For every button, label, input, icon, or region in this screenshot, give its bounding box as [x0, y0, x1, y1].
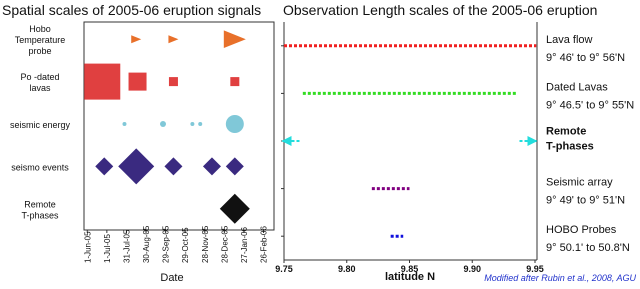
square-marker: [230, 77, 240, 87]
range-label: 9° 46.5' to 9° 55'N: [546, 99, 634, 111]
range-name: Seismic array: [546, 177, 613, 189]
x-tick-label: 9.95: [526, 264, 544, 274]
range-label: 9° 49' to 9° 51'N: [546, 195, 625, 207]
x-tick-label: 29-Oct-05: [181, 227, 190, 263]
triangle-marker: [131, 35, 142, 44]
x-tick-label: 27-Jan-06: [240, 226, 249, 263]
diamond-marker: [225, 157, 244, 176]
x-tick-label: 28-Nov-05: [201, 225, 210, 263]
x-tick-label: 9.75: [275, 264, 293, 274]
x-tick-label: 9.85: [401, 264, 419, 274]
range-name: Dated Lavas: [546, 81, 608, 93]
range-label: 9° 50.1' to 50.8'N: [546, 242, 630, 254]
circle-marker: [225, 115, 244, 133]
row-label: Po -dated lavas: [20, 72, 59, 93]
chart-title: Observation Length scales of the 2005-06…: [283, 2, 597, 18]
x-tick-label: 29-Sep-05: [162, 225, 171, 263]
circle-marker: [160, 121, 167, 127]
x-tick-label: 9.80: [338, 264, 356, 274]
range-name: Lava flow: [546, 34, 593, 46]
x-tick-label: 30-Aug-05: [142, 225, 151, 263]
x-tick-label: 1-Jul-05: [103, 234, 112, 263]
row-label: Remote T-phases: [21, 199, 59, 220]
x-axis-label: latitude N: [385, 271, 435, 283]
x-tick-label: 31-Jul-05: [122, 229, 131, 263]
circle-marker: [190, 122, 195, 126]
square-marker: [84, 63, 121, 100]
diamond-marker: [219, 193, 250, 224]
x-tick-label: 9.90: [463, 264, 481, 274]
circle-marker: [198, 122, 203, 126]
square-marker: [168, 77, 178, 87]
square-marker: [128, 72, 147, 91]
row-label: Hobo Temperature probe: [15, 24, 66, 56]
range-name: Remote T-phases: [546, 126, 594, 153]
range-label: 9° 46' to 9° 56'N: [546, 52, 625, 64]
x-tick-label: 26-Feb-06: [260, 226, 269, 263]
x-tick-label: 28-Dec-05: [220, 225, 229, 263]
chart-title: Spatial scales of 2005-06 eruption signa…: [2, 2, 261, 18]
x-axis-label: Date: [160, 272, 183, 284]
x-tick-label: 1-Jun-05: [83, 231, 92, 263]
triangle-marker: [168, 35, 179, 44]
range-name: HOBO Probes: [546, 224, 617, 236]
caption: Modified after Rubin et al., 2008, AGU: [484, 273, 636, 283]
diamond-marker: [202, 157, 221, 176]
diamond-marker: [164, 157, 183, 176]
triangle-marker: [223, 30, 246, 48]
row-label: seismic energy: [10, 120, 71, 130]
diamond-marker: [118, 148, 155, 185]
plot-frame: [83, 21, 275, 231]
row-label: seismo events: [11, 162, 69, 172]
diamond-marker: [95, 157, 114, 176]
circle-marker: [122, 122, 127, 126]
